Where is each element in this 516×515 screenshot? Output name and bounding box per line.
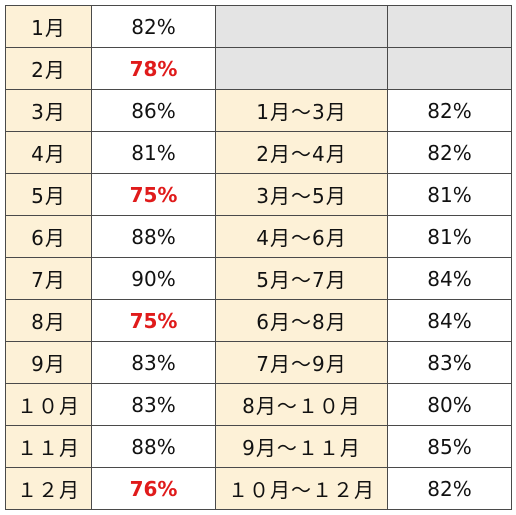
period-cell: 4月～6月 bbox=[215, 215, 388, 258]
period-rate-cell: 81% bbox=[387, 215, 512, 258]
month-cell: 1月 bbox=[5, 5, 92, 48]
monthly-rate-cell: 88% bbox=[91, 425, 216, 468]
period-rate-cell: 80% bbox=[387, 383, 512, 426]
month-cell: 6月 bbox=[5, 215, 92, 258]
period-cell: 8月～１０月 bbox=[215, 383, 388, 426]
month-cell: １２月 bbox=[5, 467, 92, 510]
period-cell: 6月～8月 bbox=[215, 299, 388, 342]
empty-period-cell bbox=[215, 5, 388, 48]
table-row: 2月 78% bbox=[5, 47, 512, 90]
table-row: １２月 76% １０月～１２月 82% bbox=[5, 467, 512, 510]
rate-table-body: 1月 82% 2月 78% 3月 86% 1月～3月 82% 4月 81% 2月… bbox=[5, 5, 512, 510]
period-cell: 2月～4月 bbox=[215, 131, 388, 174]
month-cell: 5月 bbox=[5, 173, 92, 216]
table-row: 5月 75% 3月～5月 81% bbox=[5, 173, 512, 216]
period-rate-cell: 83% bbox=[387, 341, 512, 384]
month-cell: １１月 bbox=[5, 425, 92, 468]
period-cell: 1月～3月 bbox=[215, 89, 388, 132]
rate-table: 1月 82% 2月 78% 3月 86% 1月～3月 82% 4月 81% 2月… bbox=[5, 5, 512, 510]
table-row: １０月 83% 8月～１０月 80% bbox=[5, 383, 512, 426]
period-cell: １０月～１２月 bbox=[215, 467, 388, 510]
monthly-rate-cell: 76% bbox=[91, 467, 216, 510]
table-row: 8月 75% 6月～8月 84% bbox=[5, 299, 512, 342]
period-rate-cell: 81% bbox=[387, 173, 512, 216]
monthly-rate-cell: 88% bbox=[91, 215, 216, 258]
period-cell: 9月～１１月 bbox=[215, 425, 388, 468]
table-row: １１月 88% 9月～１１月 85% bbox=[5, 425, 512, 468]
monthly-rate-cell: 90% bbox=[91, 257, 216, 300]
period-cell: 7月～9月 bbox=[215, 341, 388, 384]
period-rate-cell: 82% bbox=[387, 89, 512, 132]
period-rate-cell: 85% bbox=[387, 425, 512, 468]
table-row: 6月 88% 4月～6月 81% bbox=[5, 215, 512, 258]
monthly-rate-cell: 75% bbox=[91, 173, 216, 216]
period-cell: 3月～5月 bbox=[215, 173, 388, 216]
empty-period-cell bbox=[215, 47, 388, 90]
table-row: 3月 86% 1月～3月 82% bbox=[5, 89, 512, 132]
month-cell: 9月 bbox=[5, 341, 92, 384]
month-cell: 7月 bbox=[5, 257, 92, 300]
table-row: 1月 82% bbox=[5, 5, 512, 48]
monthly-rate-cell: 78% bbox=[91, 47, 216, 90]
table-row: 7月 90% 5月～7月 84% bbox=[5, 257, 512, 300]
monthly-rate-cell: 83% bbox=[91, 383, 216, 426]
monthly-rate-cell: 82% bbox=[91, 5, 216, 48]
period-rate-cell: 82% bbox=[387, 131, 512, 174]
empty-period-rate-cell bbox=[387, 5, 512, 48]
monthly-rate-cell: 86% bbox=[91, 89, 216, 132]
monthly-rate-cell: 75% bbox=[91, 299, 216, 342]
period-rate-cell: 84% bbox=[387, 299, 512, 342]
period-rate-cell: 82% bbox=[387, 467, 512, 510]
table-row: 4月 81% 2月～4月 82% bbox=[5, 131, 512, 174]
month-cell: 2月 bbox=[5, 47, 92, 90]
monthly-rate-cell: 81% bbox=[91, 131, 216, 174]
month-cell: 8月 bbox=[5, 299, 92, 342]
period-rate-cell: 84% bbox=[387, 257, 512, 300]
period-cell: 5月～7月 bbox=[215, 257, 388, 300]
monthly-rate-cell: 83% bbox=[91, 341, 216, 384]
empty-period-rate-cell bbox=[387, 47, 512, 90]
month-cell: 4月 bbox=[5, 131, 92, 174]
month-cell: １０月 bbox=[5, 383, 92, 426]
table-row: 9月 83% 7月～9月 83% bbox=[5, 341, 512, 384]
month-cell: 3月 bbox=[5, 89, 92, 132]
